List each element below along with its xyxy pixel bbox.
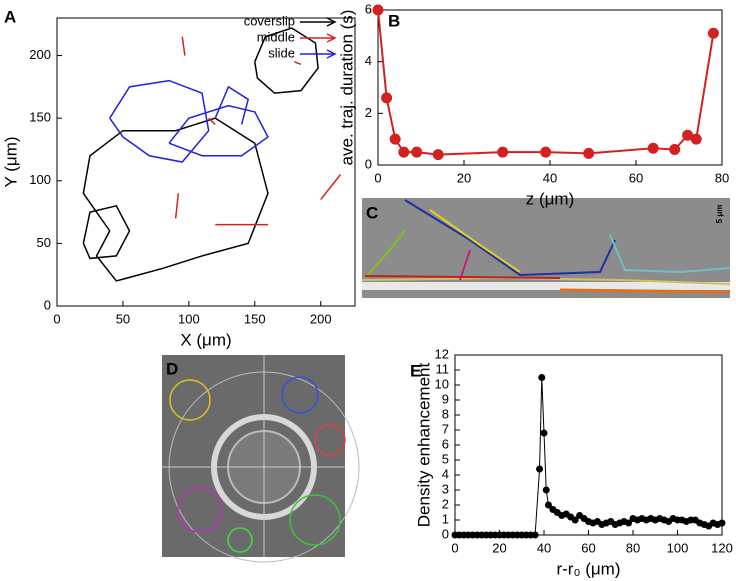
data-point — [536, 465, 544, 473]
legend-arrow — [326, 49, 337, 59]
x-tick-label: 0 — [451, 540, 458, 555]
plot-frame — [454, 354, 723, 536]
x-tick-label: 40 — [537, 540, 551, 555]
panel-label: C — [366, 203, 378, 222]
y-axis-label: ave. traj. duration (s) — [337, 10, 356, 166]
y-tick-label: 2 — [442, 496, 449, 511]
data-point — [540, 146, 552, 158]
x-axis-label: r-r₀ (μm) — [556, 559, 620, 578]
data-point — [583, 147, 595, 159]
x-tick-label: 0 — [374, 170, 381, 185]
x-tick-label: 0 — [53, 311, 60, 326]
data-line — [377, 9, 715, 156]
legend-label: coverslip — [244, 13, 295, 28]
y-tick-label: 11 — [436, 361, 450, 376]
y-tick-label: 8 — [442, 406, 449, 421]
data-point — [389, 133, 401, 145]
plot-frame — [377, 9, 723, 166]
x-tick-label: 20 — [492, 540, 506, 555]
data-point — [531, 531, 539, 539]
y-tick-label: 4 — [442, 466, 449, 481]
panel-label: B — [388, 11, 400, 30]
y-tick-label: 1 — [442, 511, 449, 526]
x-tick-label: 120 — [711, 540, 733, 555]
data-point — [398, 146, 410, 158]
data-point — [432, 149, 444, 161]
y-tick-label: 7 — [442, 421, 449, 436]
x-tick-label: 100 — [667, 540, 689, 555]
y-axis-label: Density enhancement — [414, 363, 433, 528]
y-tick-label: 100 — [29, 172, 51, 187]
y-tick-label: 6 — [365, 1, 372, 16]
data-point — [625, 519, 633, 527]
y-tick-label: 0 — [365, 156, 372, 171]
y-tick-label: 200 — [29, 47, 51, 62]
x-tick-label: 80 — [626, 540, 640, 555]
x-tick-label: 60 — [581, 540, 595, 555]
panel-label: D — [166, 359, 178, 378]
data-point — [540, 429, 548, 437]
y-tick-label: 0 — [44, 297, 51, 312]
data-point — [411, 146, 423, 158]
legend-arrow — [326, 17, 337, 27]
x-tick-label: 100 — [178, 311, 200, 326]
x-tick-label: 50 — [116, 311, 130, 326]
x-tick-label: 40 — [543, 170, 557, 185]
data-point — [497, 146, 509, 158]
x-tick-label: 60 — [629, 170, 643, 185]
y-tick-label: 50 — [37, 235, 51, 250]
data-point — [682, 129, 694, 141]
y-tick-label: 0 — [442, 526, 449, 541]
data-point — [571, 516, 579, 524]
data-line — [455, 377, 723, 536]
y-tick-label: 10 — [435, 376, 449, 391]
y-tick-label: 5 — [442, 451, 449, 466]
plot-frame — [56, 17, 356, 307]
trajectory — [82, 27, 319, 282]
y-tick-label: 3 — [442, 481, 449, 496]
data-point — [542, 486, 550, 494]
data-point — [372, 4, 384, 16]
y-tick-label: 12 — [435, 346, 449, 361]
y-tick-label: 2 — [365, 105, 372, 120]
panel-label: E — [410, 361, 421, 380]
data-point — [381, 92, 393, 104]
y-axis-label: Y (μm) — [1, 136, 20, 187]
panel-d-image — [162, 355, 360, 563]
data-point — [647, 142, 659, 154]
panel-c-image — [361, 198, 731, 298]
legend-arrow — [326, 33, 337, 43]
legend-label: slide — [268, 45, 295, 60]
scale-bar-label: 5 μm — [715, 205, 724, 224]
x-axis-label: X (μm) — [180, 330, 231, 349]
y-tick-label: 6 — [442, 436, 449, 451]
x-axis-label: z (μm) — [526, 189, 575, 208]
panel-label: A — [4, 7, 16, 26]
x-tick-label: 150 — [244, 311, 266, 326]
trajectory — [174, 36, 342, 226]
x-tick-label: 200 — [310, 311, 332, 326]
x-tick-label: 20 — [457, 170, 471, 185]
x-tick-label: 80 — [715, 170, 729, 185]
data-point — [669, 144, 681, 155]
data-point — [538, 374, 546, 381]
y-tick-label: 9 — [442, 391, 449, 406]
data-point — [690, 133, 702, 145]
data-point — [718, 519, 726, 527]
y-tick-label: 150 — [29, 110, 51, 125]
trajectory — [109, 79, 269, 163]
legend-label: middle — [257, 29, 295, 44]
data-point — [707, 27, 719, 39]
data-point — [544, 501, 552, 509]
y-tick-label: 4 — [365, 53, 372, 68]
